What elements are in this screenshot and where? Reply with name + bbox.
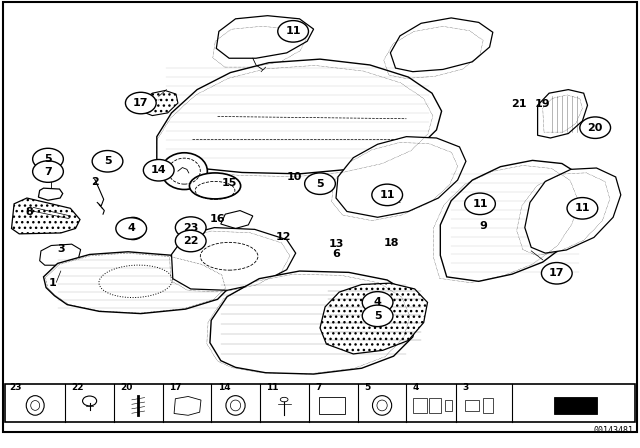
Circle shape: [305, 173, 335, 194]
Polygon shape: [157, 59, 442, 174]
Text: 4: 4: [127, 224, 135, 233]
Text: 14: 14: [218, 383, 230, 392]
Circle shape: [278, 21, 308, 42]
Text: 21: 21: [511, 99, 526, 109]
Ellipse shape: [179, 237, 193, 247]
Bar: [554, 397, 597, 414]
Circle shape: [580, 117, 611, 138]
Polygon shape: [38, 188, 63, 200]
Text: 3: 3: [58, 244, 65, 254]
Text: 5: 5: [44, 154, 52, 164]
Polygon shape: [216, 16, 314, 58]
Polygon shape: [12, 198, 80, 234]
Ellipse shape: [280, 397, 288, 402]
Circle shape: [116, 218, 147, 239]
Circle shape: [33, 161, 63, 182]
Text: 7: 7: [316, 383, 322, 392]
Polygon shape: [320, 283, 428, 354]
Polygon shape: [221, 211, 253, 228]
Text: 22: 22: [72, 383, 84, 392]
Polygon shape: [174, 396, 201, 415]
Text: 23: 23: [183, 223, 198, 233]
Polygon shape: [538, 90, 588, 138]
Text: 12: 12: [276, 233, 291, 242]
Circle shape: [362, 292, 393, 313]
Circle shape: [125, 92, 156, 114]
Text: 10: 10: [287, 172, 302, 182]
Ellipse shape: [226, 396, 245, 415]
Polygon shape: [44, 252, 229, 314]
Text: 15: 15: [221, 178, 237, 188]
Ellipse shape: [372, 396, 392, 415]
Polygon shape: [440, 160, 589, 281]
Text: 17: 17: [549, 268, 564, 278]
Ellipse shape: [189, 173, 241, 199]
Text: 3: 3: [462, 383, 468, 392]
Circle shape: [33, 148, 63, 170]
Circle shape: [465, 193, 495, 215]
Text: 5: 5: [364, 383, 371, 392]
Text: 11: 11: [266, 383, 279, 392]
Text: 8: 8: [25, 207, 33, 217]
Text: 11: 11: [380, 190, 395, 200]
Circle shape: [143, 159, 174, 181]
Circle shape: [567, 198, 598, 219]
Text: 19: 19: [535, 99, 550, 109]
Polygon shape: [390, 18, 493, 72]
Circle shape: [541, 263, 572, 284]
Circle shape: [175, 230, 206, 252]
Circle shape: [372, 184, 403, 206]
Bar: [429, 398, 441, 413]
Ellipse shape: [121, 217, 145, 240]
Text: 00143481: 00143481: [594, 426, 634, 435]
Text: 7: 7: [44, 167, 52, 177]
Text: 11: 11: [472, 199, 488, 209]
Polygon shape: [172, 228, 296, 290]
Text: 16: 16: [210, 214, 225, 224]
Text: 6: 6: [332, 250, 340, 259]
Text: 23: 23: [9, 383, 22, 392]
Bar: [413, 398, 427, 413]
Text: 18: 18: [384, 238, 399, 248]
Circle shape: [175, 217, 206, 238]
Ellipse shape: [161, 153, 207, 190]
Text: 22: 22: [183, 236, 198, 246]
Text: 20: 20: [588, 123, 603, 133]
Polygon shape: [40, 244, 81, 265]
Circle shape: [362, 305, 393, 327]
Text: 20: 20: [120, 383, 132, 392]
Text: 5: 5: [374, 311, 381, 321]
Text: 17: 17: [133, 98, 148, 108]
Polygon shape: [210, 271, 419, 374]
Bar: [5, 384, 635, 422]
Text: 14: 14: [151, 165, 166, 175]
Text: 4: 4: [413, 383, 419, 392]
Text: 4: 4: [374, 297, 381, 307]
Circle shape: [92, 151, 123, 172]
Polygon shape: [336, 137, 466, 217]
Text: 13: 13: [328, 239, 344, 249]
Text: 2: 2: [91, 177, 99, 187]
Text: 1: 1: [49, 278, 56, 288]
Ellipse shape: [179, 224, 193, 233]
Text: 11: 11: [285, 26, 301, 36]
Text: 5: 5: [104, 156, 111, 166]
Bar: [465, 400, 479, 411]
Bar: [445, 400, 452, 411]
Polygon shape: [141, 90, 178, 116]
Text: 11: 11: [575, 203, 590, 213]
Bar: [483, 398, 493, 413]
Polygon shape: [525, 168, 621, 253]
Text: 9: 9: [479, 221, 487, 231]
Ellipse shape: [369, 294, 388, 310]
Text: 17: 17: [169, 383, 182, 392]
Bar: [319, 396, 345, 414]
Text: 5: 5: [316, 179, 324, 189]
